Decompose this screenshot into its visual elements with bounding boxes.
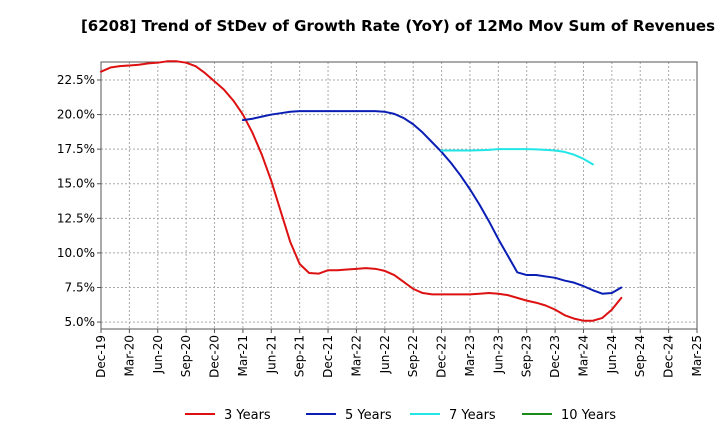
legend: 3 Years 5 Years 7 Years 10 Years — [185, 408, 616, 423]
y-tick-label: 17.5% — [57, 142, 95, 156]
x-tick-label: Jun-24 — [605, 335, 619, 374]
x-tick-label: Sep-24 — [633, 335, 647, 377]
y-tick-label: 20.0% — [57, 108, 95, 122]
legend-label-3-years: 3 Years — [224, 408, 271, 423]
x-tick-label: Sep-23 — [520, 335, 534, 377]
y-tick-label: 7.5% — [65, 280, 96, 294]
x-tick-label: Mar-21 — [236, 335, 250, 376]
series-line-3-years — [100, 60, 623, 322]
x-tick-label: Dec-23 — [548, 335, 562, 378]
x-tick-label: Mar-23 — [463, 335, 477, 376]
legend-label-5-years: 5 Years — [345, 408, 392, 423]
y-tick-label: 5.0% — [65, 315, 96, 329]
x-tick-label: Sep-21 — [293, 335, 307, 377]
x-tick-label: Jun-21 — [264, 335, 278, 374]
y-tick-label: 10.0% — [57, 246, 95, 260]
series-group — [100, 60, 623, 322]
x-tick-label: Sep-20 — [179, 335, 193, 377]
series-line-5-years — [241, 110, 623, 295]
grid — [101, 62, 697, 329]
x-tick-label: Dec-20 — [208, 335, 222, 378]
x-tick-label: Dec-24 — [662, 335, 676, 378]
x-tick-label: Dec-21 — [321, 335, 335, 378]
x-tick-label: Jun-23 — [491, 335, 505, 374]
x-tick-label: Mar-24 — [576, 335, 590, 376]
x-tick-label: Mar-25 — [690, 335, 704, 376]
y-tick-label: 22.5% — [57, 73, 95, 87]
x-axis: Dec-19 Mar-20 Jun-20 Sep-20 Dec-20 Mar-21 Jun-… — [94, 329, 704, 378]
x-tick-label: Jun-22 — [378, 335, 392, 374]
y-tick-label: 12.5% — [57, 211, 95, 225]
chart-title: [6208] Trend of StDev of Growth Rate (Yo… — [81, 17, 715, 35]
y-axis: 5.0% 7.5% 10.0% 12.5% 15.0% 17.5% 20.0% 22.5% — [57, 73, 101, 329]
x-tick-label: Dec-19 — [94, 335, 108, 378]
x-tick-label: Sep-22 — [406, 335, 420, 377]
series-line-7-years — [440, 148, 594, 166]
x-tick-label: Mar-20 — [122, 335, 136, 376]
x-tick-label: Mar-22 — [349, 335, 363, 376]
x-tick-label: Jun-20 — [151, 335, 165, 374]
x-tick-label: Dec-22 — [435, 335, 449, 378]
y-tick-label: 15.0% — [57, 177, 95, 191]
plot-area-frame — [100, 61, 698, 330]
legend-label-7-years: 7 Years — [449, 408, 496, 423]
legend-label-10-years: 10 Years — [561, 408, 616, 423]
